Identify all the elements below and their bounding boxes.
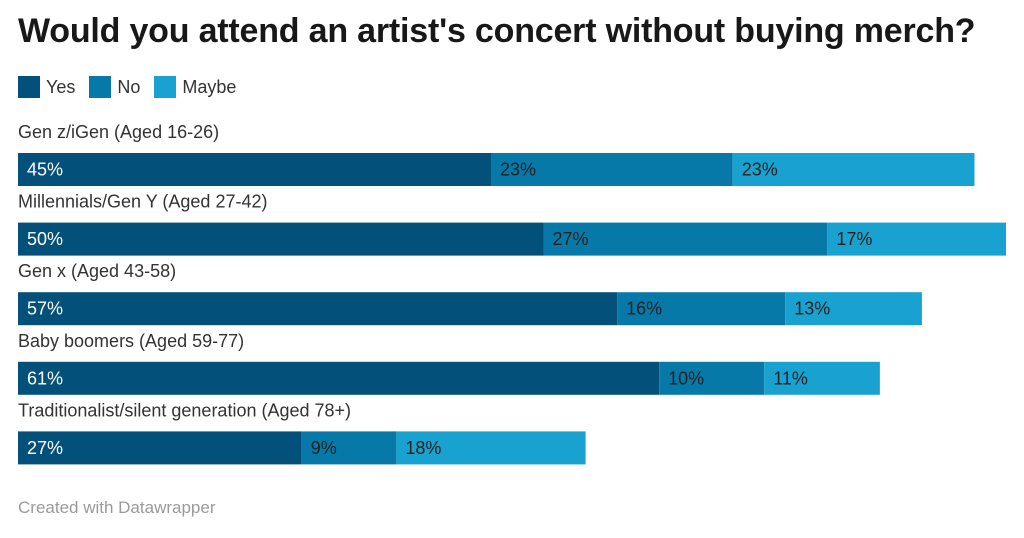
bar-no-1 [490, 153, 733, 186]
legend: Yes No Maybe [18, 76, 250, 98]
value-label-maybe-4: 11% [773, 368, 808, 388]
bar-yes-2 [18, 222, 544, 256]
bar-yes-4 [18, 361, 660, 395]
bar-yes-3 [18, 292, 618, 326]
value-label-no-4: 10% [668, 368, 704, 388]
chart-title: Would you attend an artist's concert wit… [18, 12, 976, 50]
bar-maybe-1 [732, 153, 975, 186]
legend-swatch-yes [18, 76, 40, 98]
legend-item-no: No [89, 76, 140, 98]
value-label-yes-2: 50% [27, 229, 63, 249]
bar-no-2 [543, 222, 828, 256]
value-label-yes-5: 27% [27, 438, 63, 458]
bar-no-4 [659, 361, 765, 395]
value-label-yes-4: 61% [27, 368, 63, 388]
category-label-2: Millennials/Gen Y (Aged 27-42) [18, 192, 267, 212]
bar-no-3 [617, 292, 786, 326]
value-label-maybe-3: 13% [794, 299, 830, 319]
bar-maybe-4 [764, 361, 880, 395]
value-label-no-2: 27% [553, 229, 589, 249]
value-label-no-3: 16% [626, 299, 662, 319]
bar-maybe-3 [785, 292, 922, 326]
footer-credit: Created with Datawrapper [18, 498, 216, 517]
legend-label-yes: Yes [46, 76, 76, 97]
bar-maybe-2 [827, 222, 1006, 256]
category-label-3: Gen x (Aged 43-58) [18, 261, 176, 281]
value-label-no-5: 9% [311, 438, 337, 458]
value-label-yes-1: 45% [27, 160, 63, 180]
stacked-bar-chart: Gen z/iGen (Aged 16-26) 45% 23% 23% Millenni… [18, 122, 1006, 465]
value-label-maybe-5: 18% [405, 438, 441, 458]
legend-item-yes: Yes [18, 76, 75, 98]
category-label-1: Gen z/iGen (Aged 16-26) [18, 122, 219, 142]
legend-swatch-maybe [154, 76, 177, 98]
bar-maybe-5 [396, 431, 586, 465]
value-label-maybe-1: 23% [742, 160, 778, 180]
bar-yes-5 [18, 431, 302, 465]
legend-label-no: No [117, 76, 141, 97]
legend-label-maybe: Maybe [182, 76, 237, 97]
value-label-no-1: 23% [500, 160, 536, 180]
legend-item-maybe: Maybe [154, 76, 236, 98]
category-label-4: Baby boomers (Aged 59-77) [18, 331, 244, 351]
legend-swatch-no [89, 76, 112, 98]
category-label-5: Traditionalist/silent generation (Aged 7… [18, 400, 351, 420]
bar-yes-1 [18, 153, 491, 186]
value-label-yes-3: 57% [27, 299, 63, 319]
value-label-maybe-2: 17% [836, 229, 872, 249]
bar-no-5 [301, 431, 397, 465]
